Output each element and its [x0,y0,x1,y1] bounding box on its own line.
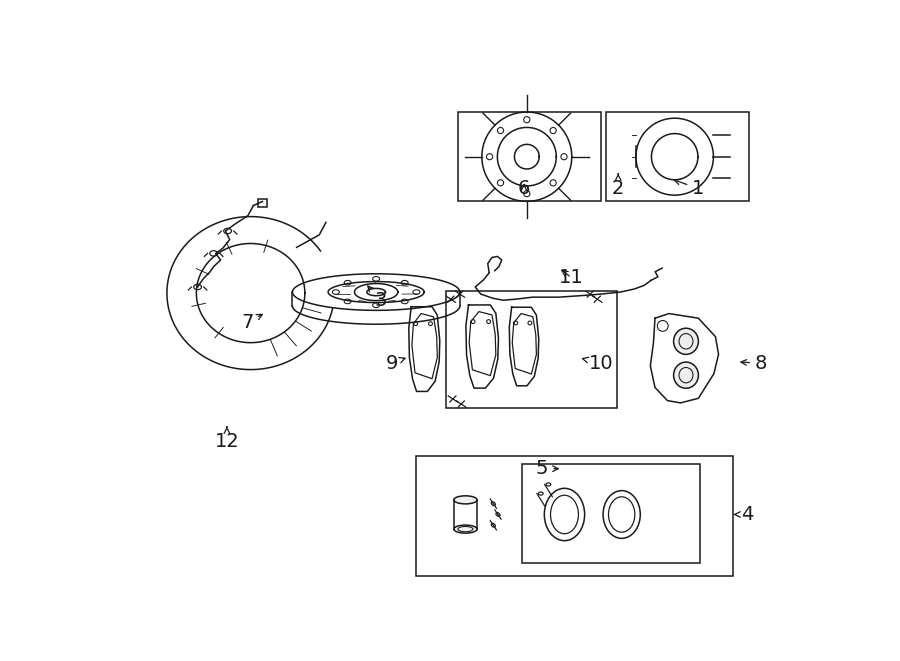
Text: 9: 9 [385,354,405,373]
Text: 5: 5 [536,459,558,478]
Text: 4: 4 [734,505,753,524]
Ellipse shape [454,496,477,504]
Bar [257,199,267,207]
Text: 12: 12 [214,426,239,451]
Text: 2: 2 [612,174,625,198]
Ellipse shape [454,525,477,533]
Bar [522,463,700,563]
Bar [607,112,750,202]
Text: 6: 6 [518,179,530,198]
Bar [446,291,616,408]
Bar [416,456,734,576]
Text: 8: 8 [741,354,768,373]
Text: 3: 3 [368,286,387,310]
Bar [458,112,601,202]
Ellipse shape [673,329,698,354]
Text: 7: 7 [241,313,262,332]
Text: 10: 10 [582,354,613,373]
Ellipse shape [673,362,698,388]
Text: 11: 11 [559,268,584,288]
Text: 1: 1 [674,179,705,198]
